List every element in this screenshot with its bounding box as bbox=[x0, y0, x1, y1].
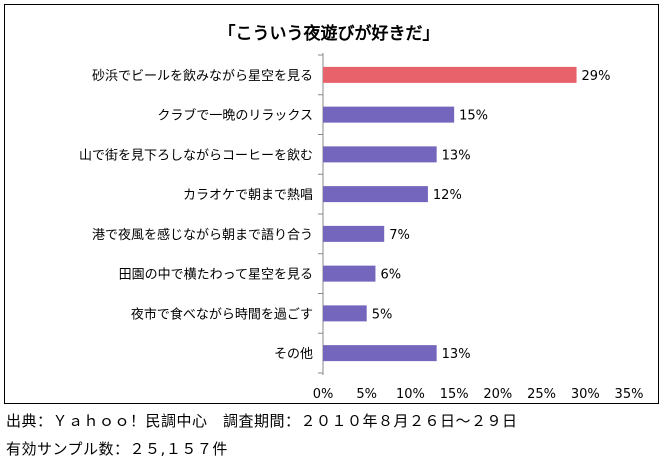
x-tick-label: 25% bbox=[527, 387, 556, 402]
bar bbox=[323, 66, 577, 83]
x-tick-label: 20% bbox=[483, 387, 512, 402]
data-label: 6% bbox=[380, 268, 401, 283]
category-label: 夜市で食べながら時間を過ごす bbox=[131, 306, 313, 322]
bar bbox=[323, 146, 437, 163]
x-tick-label: 10% bbox=[396, 387, 425, 402]
data-label: 13% bbox=[442, 148, 471, 163]
x-tick-label: 35% bbox=[615, 387, 644, 402]
category-label: 山で街を見下ろしながらコーヒーを飲む bbox=[79, 147, 313, 163]
x-tick-label: 15% bbox=[440, 387, 469, 402]
source-note: 出典：Ｙａｈｏｏ！民調中心 調査期間：２０１０年８月２６日〜２９日 bbox=[6, 412, 518, 430]
x-tick-label: 30% bbox=[571, 387, 600, 402]
bar bbox=[323, 225, 385, 242]
data-label: 12% bbox=[433, 188, 462, 203]
data-label: 13% bbox=[442, 347, 471, 362]
bar bbox=[323, 106, 455, 123]
x-tick-label: 5% bbox=[356, 387, 377, 402]
category-label: 田園の中で横たわって星空を見る bbox=[119, 268, 313, 283]
category-label: その他 bbox=[274, 347, 313, 362]
data-label: 5% bbox=[372, 307, 393, 322]
plot-area: 砂浜でビールを飲みながら星空を見る 29% クラブで一晩のリラックス 15% 山で街を見… bbox=[79, 53, 643, 402]
category-label: クラブで一晩のリラックス bbox=[157, 108, 313, 124]
sample-size-note: 有効サンプル数：２５,１５７件 bbox=[6, 440, 228, 458]
category-label: 砂浜でビールを飲みながら星空を見る bbox=[92, 68, 313, 84]
x-tick-label: 0% bbox=[313, 387, 334, 402]
chart-title: 「こういう夜遊びが好きだ」 bbox=[219, 23, 440, 44]
category-label: カラオケで朝まで熱唱 bbox=[183, 188, 313, 203]
data-label: 7% bbox=[389, 228, 410, 243]
bar bbox=[323, 186, 428, 203]
bar-chart: 「こういう夜遊びが好きだ」 砂浜でビールを飲みながら星空を見る 29% クラブで一晩… bbox=[79, 23, 643, 402]
data-label: 15% bbox=[459, 109, 488, 124]
category-label: 港で夜風を感じながら朝まで語り合う bbox=[92, 227, 313, 243]
bar bbox=[323, 305, 367, 322]
chart-frame: 「こういう夜遊びが好きだ」 砂浜でビールを飲みながら星空を見る 29% クラブで一晩… bbox=[4, 4, 659, 404]
bar bbox=[323, 345, 437, 362]
data-label: 29% bbox=[582, 69, 611, 84]
bar bbox=[323, 265, 376, 282]
